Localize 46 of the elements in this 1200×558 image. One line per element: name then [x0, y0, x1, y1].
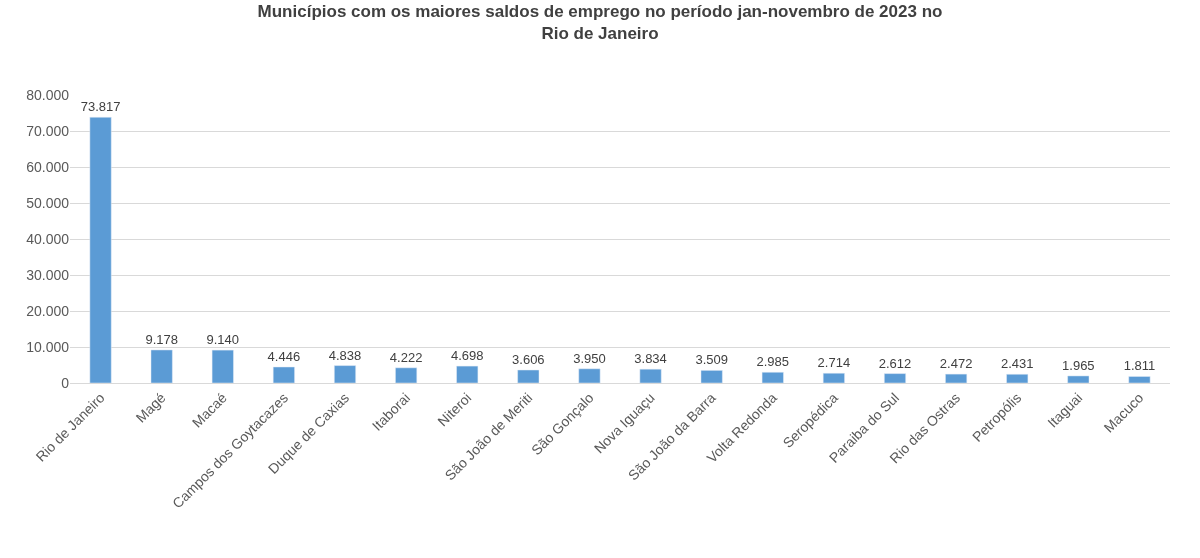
y-tick-label: 0: [61, 374, 70, 391]
y-tick-label: 50.000: [26, 194, 70, 211]
bar: [517, 369, 540, 383]
bar: [456, 365, 479, 383]
data-label: 1.965: [1062, 357, 1095, 373]
data-label: 2.472: [939, 356, 973, 372]
bar: [395, 367, 418, 383]
data-label: 9.140: [206, 332, 240, 348]
data-label: 73.817: [80, 99, 121, 115]
data-label: 4.838: [328, 347, 362, 363]
data-label: 9.178: [145, 331, 178, 347]
data-label: 2.714: [817, 355, 851, 371]
bar: [700, 370, 723, 383]
y-tick-label: 20.000: [26, 302, 70, 319]
bar: [945, 373, 968, 383]
y-tick-label: 40.000: [26, 230, 70, 247]
bar: [822, 372, 845, 383]
bar: [89, 117, 112, 383]
y-tick-label: 60.000: [26, 158, 70, 175]
data-label: 2.431: [1000, 356, 1034, 372]
data-label: 2.612: [878, 355, 912, 371]
chart-title: Municípios com os maiores saldos de emprego no período jan-novembro de 2023 no Rio de Janeiro: [257, 1, 943, 43]
y-tick-label: 10.000: [26, 338, 70, 355]
bar: [150, 349, 173, 383]
y-tick-label: 30.000: [26, 266, 70, 283]
data-label: 3.606: [512, 352, 545, 368]
bar: [761, 372, 784, 383]
data-label: 3.509: [695, 352, 728, 368]
bar: [639, 368, 662, 383]
y-tick-label: 70.000: [26, 122, 70, 139]
bar: [1128, 376, 1151, 383]
bar: [578, 368, 601, 383]
data-label: 3.834: [634, 351, 667, 367]
data-label: 2.985: [756, 354, 790, 370]
data-label: 3.950: [573, 350, 606, 366]
data-label: 4.446: [267, 348, 301, 364]
y-tick-label: 80.000: [26, 86, 70, 103]
data-label: 4.698: [450, 348, 484, 364]
bar: [884, 373, 906, 383]
bar: [272, 366, 295, 383]
data-label: 4.222: [389, 349, 423, 365]
bar: [211, 349, 234, 383]
bar: [1006, 374, 1029, 383]
bar: [334, 365, 356, 383]
bar: [1067, 375, 1090, 383]
data-label: 1.811: [1123, 358, 1156, 374]
